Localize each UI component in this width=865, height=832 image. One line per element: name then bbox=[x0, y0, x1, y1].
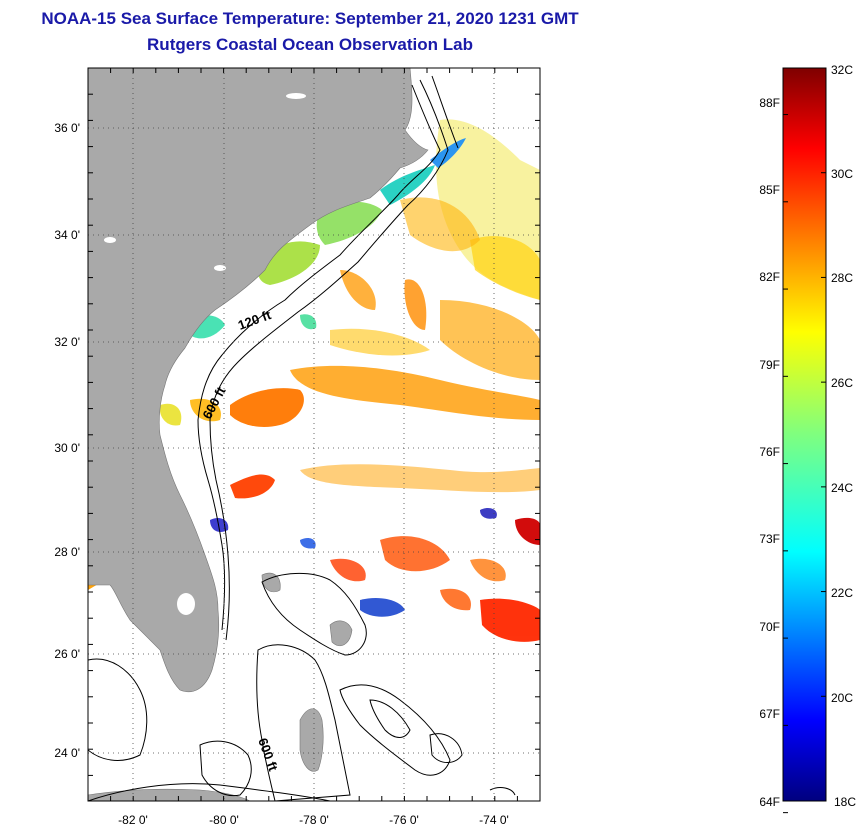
colorbar-c-label: 28C bbox=[831, 271, 853, 285]
colorbar-c-label: 24C bbox=[831, 481, 853, 495]
lat-label: 36 0' bbox=[54, 121, 80, 135]
colorbar-c-label: 30C bbox=[831, 167, 853, 181]
colorbar-f-label: 88F bbox=[759, 96, 780, 110]
colorbar-f-label: 70F bbox=[759, 620, 780, 634]
lat-label: 30 0' bbox=[54, 441, 80, 455]
colorbar-f-label: 82F bbox=[759, 270, 780, 284]
colorbar-c-label: 32C bbox=[831, 63, 853, 77]
map-title: NOAA-15 Sea Surface Temperature: Septemb… bbox=[41, 9, 579, 28]
bathymetry-contours bbox=[88, 75, 516, 801]
graticule bbox=[88, 68, 540, 801]
colorbar-c-label: 26C bbox=[831, 376, 853, 390]
colorbar-f-label: 73F bbox=[759, 532, 780, 546]
lon-label: -80 0' bbox=[209, 813, 239, 827]
lon-label: -76 0' bbox=[389, 813, 419, 827]
colorbar-ticks bbox=[783, 67, 826, 814]
colorbar-c-label: 20C bbox=[831, 691, 853, 705]
colorbar-c-label: 22C bbox=[831, 586, 853, 600]
lon-label: -82 0' bbox=[118, 813, 148, 827]
lon-label: -74 0' bbox=[479, 813, 509, 827]
colorbar-f-label: 85F bbox=[759, 183, 780, 197]
colorbar-f-label: 64F bbox=[759, 795, 780, 809]
latitude-labels: 36 0' 34 0' 32 0' 30 0' 28 0' 26 0' 24 0… bbox=[54, 121, 80, 760]
lat-label: 26 0' bbox=[54, 647, 80, 661]
colorbar-f-label: 76F bbox=[759, 445, 780, 459]
frame-ticks bbox=[87, 67, 540, 801]
map-subtitle: Rutgers Coastal Ocean Observation Lab bbox=[147, 35, 473, 54]
land-mass bbox=[88, 68, 429, 801]
lat-label: 24 0' bbox=[54, 746, 80, 760]
colorbar-f-label: 67F bbox=[759, 707, 780, 721]
lat-label: 34 0' bbox=[54, 228, 80, 242]
longitude-labels: -82 0' -80 0' -78 0' -76 0' -74 0' bbox=[118, 813, 509, 827]
sst-data-layer bbox=[88, 119, 540, 642]
lat-label: 32 0' bbox=[54, 335, 80, 349]
colorbar-gradient bbox=[782, 67, 827, 802]
colorbar-f-label: 79F bbox=[759, 358, 780, 372]
colorbar: 32C 30C 28C 26C 24C 22C 20C 18C 88F 85F … bbox=[759, 63, 856, 814]
lakes bbox=[104, 93, 306, 615]
lat-label: 28 0' bbox=[54, 545, 80, 559]
colorbar-c-label: 18C bbox=[834, 795, 856, 809]
lon-label: -78 0' bbox=[299, 813, 329, 827]
